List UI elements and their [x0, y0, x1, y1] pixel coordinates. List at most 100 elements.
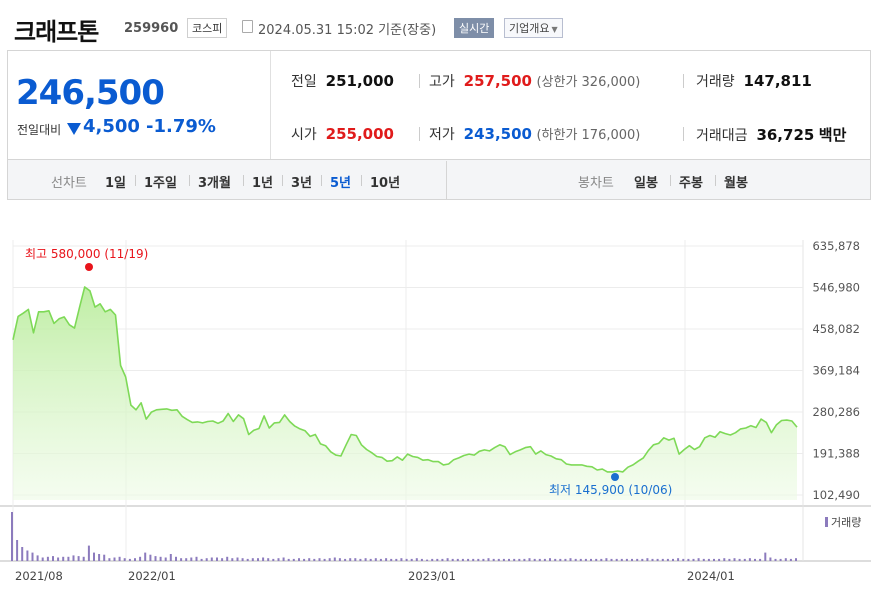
realtime-button[interactable]: 실시간 [454, 18, 495, 38]
volume-bar [221, 558, 224, 561]
y-tick-label: 458,082 [812, 322, 860, 336]
candle-daily[interactable]: 일봉 [634, 176, 658, 191]
candle-monthly[interactable]: 월봉 [724, 176, 748, 191]
volume-bar [400, 558, 403, 561]
x-tick-label: 2024/01 [687, 569, 735, 583]
period-3m[interactable]: 3개월 [198, 176, 231, 191]
volume-bar [72, 555, 75, 561]
volume-bar [251, 558, 254, 561]
volume-bar [574, 558, 577, 561]
volume-bar [226, 556, 229, 561]
volume-bar [390, 558, 393, 561]
volume-bar [36, 555, 39, 561]
volume-bar [52, 556, 54, 561]
open-value: 255,000 [325, 125, 394, 143]
volume-bar [518, 558, 521, 561]
volume-bar [769, 557, 772, 561]
volume-bar [318, 558, 321, 561]
period-3y[interactable]: 3년 [291, 176, 313, 191]
separator [715, 175, 716, 186]
open-price: 시가 255,000 [291, 124, 394, 144]
volume-bar [508, 558, 510, 561]
price-area [12, 286, 798, 500]
volume-bar [564, 558, 567, 561]
volume-bar [287, 558, 290, 561]
volume-bar [62, 556, 65, 561]
high-value: 257,500 [463, 72, 532, 90]
change-label: 전일대비 [17, 123, 62, 137]
volume-bar [646, 558, 649, 561]
volume-bar [707, 558, 710, 561]
candle-weekly[interactable]: 주봉 [679, 176, 703, 191]
volume-bar [57, 557, 60, 561]
volume-bar [569, 558, 572, 561]
volume-bar [743, 558, 746, 561]
volume-bar [789, 558, 792, 561]
min-price-marker [611, 473, 619, 481]
volume-bar [723, 558, 726, 561]
volume-bar [620, 558, 623, 561]
volume-bar [82, 556, 85, 561]
volume-bar [364, 558, 367, 561]
volume-bar [590, 558, 592, 561]
volume-bar [631, 558, 633, 561]
x-tick-label: 2021/08 [15, 569, 63, 583]
volume-bar [446, 558, 449, 561]
chevron-down-icon: ▼ [551, 25, 558, 34]
period-1y[interactable]: 1년 [252, 176, 274, 191]
company-overview-dropdown[interactable]: 기업개요 ▼ [504, 18, 563, 38]
price-line [12, 286, 798, 473]
quote-date: 2024.05.31 15:02 [258, 23, 375, 38]
period-1w[interactable]: 1주일 [144, 176, 177, 191]
volume-bar [323, 558, 326, 561]
volume-bar [41, 557, 44, 561]
volume-bar [415, 558, 418, 561]
volume-bar [21, 547, 24, 561]
volume-bar [246, 558, 249, 561]
volume-bar [328, 558, 331, 561]
max-price-label: 최고 580,000 (11/19) [25, 247, 148, 261]
volume-bar [436, 558, 439, 561]
volume-bar [303, 558, 306, 561]
volume-bar [672, 558, 674, 561]
volume-bar [687, 558, 690, 561]
volume-bar [210, 557, 213, 561]
separator [189, 175, 190, 186]
prev-close: 전일 251,000 [291, 71, 394, 91]
volume-bar [128, 558, 131, 561]
volume-bar [123, 558, 126, 561]
volume-value: 147,811 [743, 72, 812, 90]
volume-bars: 거래량 [11, 512, 861, 561]
separator [282, 175, 283, 186]
volume-bar [333, 557, 336, 561]
stock-code: 259960 [124, 21, 179, 36]
y-tick-label: 191,388 [812, 447, 860, 461]
volume-bar [236, 557, 239, 561]
volume-bar [426, 559, 429, 561]
volume-bar [190, 557, 193, 561]
amount-label: 거래대금 [696, 128, 748, 144]
max-price-marker [85, 263, 93, 271]
company-overview-label: 기업개요 [509, 22, 550, 35]
volume-bar [641, 558, 644, 561]
volume-bar [451, 558, 454, 561]
volume-bar [385, 558, 388, 561]
volume-bar [477, 558, 480, 561]
volume-bar [718, 558, 721, 561]
volume: 거래량 147,811 [696, 71, 812, 91]
volume-bar [410, 558, 413, 561]
period-5y[interactable]: 5년 [330, 176, 352, 191]
extreme-markers: 최고 580,000 (11/19) 최저 145,900 (10/06) [25, 247, 672, 497]
y-tick-label: 369,184 [812, 364, 860, 378]
y-axis: 635,878 546,980 458,082 369,184 280,286 191,3… [812, 239, 860, 502]
x-tick-label: 2022/01 [128, 569, 176, 583]
volume-bar [651, 558, 654, 561]
summary-divider [270, 51, 271, 159]
volume-bar [487, 558, 490, 561]
volume-bar [456, 558, 459, 561]
period-1d[interactable]: 1일 [105, 176, 127, 191]
volume-bar [26, 550, 29, 561]
volume-bar [610, 558, 613, 561]
period-10y[interactable]: 10년 [370, 176, 401, 191]
